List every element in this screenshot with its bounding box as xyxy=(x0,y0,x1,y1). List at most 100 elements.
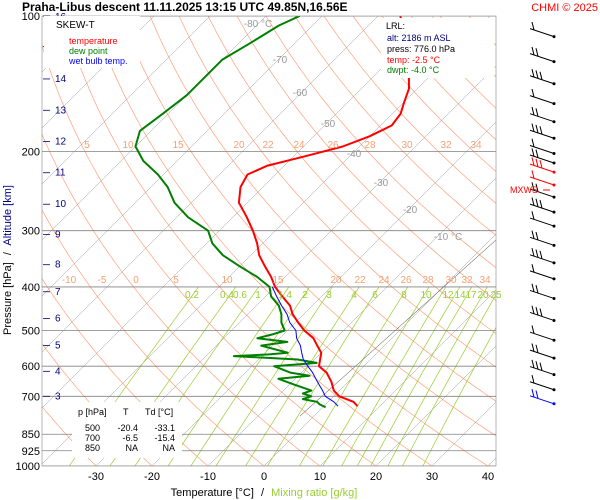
isotherm-label: -70 xyxy=(273,55,288,66)
dry-adiabat xyxy=(498,16,600,466)
theta-label-top: 26 xyxy=(327,140,339,151)
x-axis-label-mixing: Mixing ratio [g/kg] xyxy=(271,487,357,499)
altitude-tick-label: 5 xyxy=(55,341,61,352)
legend-wetbulb: wet bulb temp. xyxy=(68,56,128,66)
mixing-ratio-label: 10 xyxy=(420,290,432,301)
pressure-tick-label: 600 xyxy=(22,361,40,373)
table-header-td: Td [°C] xyxy=(145,407,173,417)
altitude-tick-label: 11 xyxy=(55,168,66,179)
theta-label-mid: 24 xyxy=(378,275,390,286)
temperature-profile xyxy=(237,16,410,407)
dry-adiabat xyxy=(323,16,496,204)
theta-label-mid: 15 xyxy=(272,275,284,286)
lrl-title: LRL: xyxy=(386,21,405,31)
dry-adiabat xyxy=(42,406,97,466)
dry-adiabat xyxy=(381,16,496,141)
lrl-temp: temp: -2.5 °C xyxy=(387,55,441,65)
pressure-tick-label: 700 xyxy=(22,391,40,403)
wind-barb xyxy=(529,68,556,86)
theta-label-top: 22 xyxy=(262,140,274,151)
dry-adiabat xyxy=(265,16,496,269)
x-axis-label-sep: / xyxy=(261,487,265,499)
wind-barb xyxy=(529,325,556,342)
theta-label-top: 15 xyxy=(172,140,184,151)
lrl-box xyxy=(381,18,494,78)
isotherm-label: -80 °C xyxy=(244,19,272,30)
isotherm-line xyxy=(42,16,211,185)
isotherm-line xyxy=(42,16,379,353)
theta-label-top: 5 xyxy=(84,140,90,151)
pressure-tick-label: 300 xyxy=(22,226,40,238)
mixing-ratio-line xyxy=(422,327,496,466)
table-cell: -33.1 xyxy=(154,423,175,433)
mxws-label: MXWS xyxy=(510,185,538,195)
mixing-ratio-line xyxy=(167,286,290,466)
theta-label-mid: 34 xyxy=(479,275,491,286)
plot-area xyxy=(42,16,600,466)
altitude-tick-label: 3 xyxy=(55,391,61,402)
theta-label-mid: -5 xyxy=(98,275,107,286)
table-cell: 700 xyxy=(85,433,100,443)
isotherm-line xyxy=(207,177,496,466)
isotherm-line xyxy=(263,233,496,466)
wind-barb xyxy=(529,230,556,247)
pressure-tick-label: 100 xyxy=(22,11,40,23)
dry-adiabat xyxy=(439,16,496,78)
theta-label-top: 10 xyxy=(122,140,134,151)
isotherm-line xyxy=(487,457,496,466)
mixing-ratio-line xyxy=(370,286,473,466)
isotherm-label: -50 xyxy=(321,119,336,130)
isotherm-line xyxy=(375,345,496,466)
wind-barb xyxy=(529,283,556,300)
wind-barb xyxy=(529,182,556,199)
theta-label-top: 20 xyxy=(233,140,245,151)
x-axis-label: Temperature [°C] / Mixing ratio [g/kg] xyxy=(171,487,358,499)
isotherm-label: -10 °C xyxy=(434,232,462,243)
wind-barb xyxy=(529,123,556,140)
y-axis-label: Pressure [hPa] / Altitude [km] xyxy=(2,185,14,335)
wind-barb xyxy=(529,343,556,360)
pressure-tick-label: 200 xyxy=(22,146,40,158)
lrl-alt: alt: 2186 m ASL xyxy=(387,33,451,43)
table-header-t: T xyxy=(123,407,129,417)
mixing-ratio-label: 25 xyxy=(490,290,502,301)
altitude-tick-label: 4 xyxy=(55,366,61,377)
mixing-ratio-label: 0.2 xyxy=(185,290,199,301)
mixing-ratio-label: 6 xyxy=(372,290,378,301)
theta-label-mid: 20 xyxy=(330,275,342,286)
mixing-ratio-label: 2 xyxy=(302,290,308,301)
theta-label-mid: 0 xyxy=(133,275,139,286)
wind-barb xyxy=(529,148,556,165)
x-axis-label-temperature: Temperature [°C] xyxy=(171,487,254,499)
wind-barb xyxy=(529,305,556,322)
theta-label-mid: 5 xyxy=(173,275,179,286)
altitude-tick-label: 8 xyxy=(55,260,61,271)
temperature-tick-label: 20 xyxy=(370,471,382,483)
wind-barb xyxy=(529,138,556,155)
wind-barb xyxy=(529,21,556,39)
wind-barb xyxy=(529,46,556,64)
wind-barb xyxy=(529,88,556,106)
mixing-ratio-label: 8 xyxy=(401,290,407,301)
legend-title: SKEW-T xyxy=(56,20,95,31)
table-cell: -20.4 xyxy=(117,423,138,433)
y-axis-label-pressure: Pressure [hPa] xyxy=(2,262,14,335)
wind-barb xyxy=(529,197,556,214)
altitude-tick-label: 10 xyxy=(55,199,67,210)
dry-adiabat xyxy=(178,16,496,368)
isotherm-line xyxy=(95,65,496,466)
table-cell: NA xyxy=(125,443,138,453)
pressure-tick-label: 500 xyxy=(22,326,40,338)
mixing-ratio-line xyxy=(322,286,430,466)
pressure-tick-label: 1000 xyxy=(16,461,40,473)
y-axis-label-sep: / xyxy=(2,251,14,255)
chart-title: Praha-Libus descent 11.11.2025 13:15 UTC… xyxy=(22,0,348,14)
lrl-dwpt: dwpt: -4.0 °C xyxy=(387,65,440,75)
mixing-ratio-label: 0.6 xyxy=(233,290,247,301)
mixing-ratio-label: 3 xyxy=(326,290,332,301)
wind-barb xyxy=(529,211,556,228)
mixing-ratio-label: 0.4 xyxy=(220,290,234,301)
pressure-tick-label: 850 xyxy=(22,429,40,441)
wind-barb xyxy=(529,157,556,174)
